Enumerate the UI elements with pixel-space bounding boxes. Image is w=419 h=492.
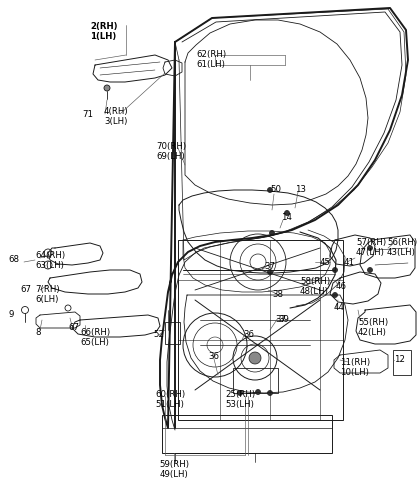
Text: 64(RH)
63(LH): 64(RH) 63(LH) bbox=[35, 251, 65, 270]
Text: 45: 45 bbox=[320, 258, 331, 267]
Text: 52: 52 bbox=[153, 330, 164, 339]
Bar bbox=[165, 322, 180, 344]
Circle shape bbox=[367, 246, 372, 250]
Text: 67: 67 bbox=[68, 323, 79, 332]
Bar bbox=[178, 240, 343, 420]
Text: 2(RH)
1(LH): 2(RH) 1(LH) bbox=[90, 22, 117, 41]
Text: 71: 71 bbox=[82, 110, 93, 119]
Text: 36: 36 bbox=[243, 330, 254, 339]
Circle shape bbox=[269, 230, 274, 236]
Text: 14: 14 bbox=[281, 213, 292, 222]
Text: 57(RH)
47(LH): 57(RH) 47(LH) bbox=[356, 238, 386, 257]
Bar bbox=[233, 368, 278, 393]
Text: 62(RH)
61(LH): 62(RH) 61(LH) bbox=[196, 50, 226, 69]
Text: 8: 8 bbox=[35, 328, 41, 337]
Text: 37: 37 bbox=[264, 262, 275, 271]
Circle shape bbox=[367, 268, 372, 273]
Circle shape bbox=[285, 211, 290, 215]
Text: 9: 9 bbox=[8, 310, 13, 319]
Circle shape bbox=[333, 268, 337, 273]
Circle shape bbox=[249, 352, 261, 364]
Text: 11(RH)
10(LH): 11(RH) 10(LH) bbox=[340, 358, 370, 377]
Text: 58(RH)
48(LH): 58(RH) 48(LH) bbox=[300, 277, 330, 296]
Text: 67: 67 bbox=[20, 285, 31, 294]
Text: 37: 37 bbox=[275, 315, 286, 324]
Text: 36: 36 bbox=[208, 352, 219, 361]
Text: 55(RH)
42(LH): 55(RH) 42(LH) bbox=[358, 318, 388, 337]
Text: 68: 68 bbox=[8, 255, 19, 264]
Text: 44: 44 bbox=[334, 303, 345, 312]
Text: 70(RH)
69(LH): 70(RH) 69(LH) bbox=[156, 142, 186, 161]
Bar bbox=[393, 350, 411, 375]
Text: 4(RH)
3(LH): 4(RH) 3(LH) bbox=[104, 107, 129, 126]
Text: 46: 46 bbox=[336, 282, 347, 291]
Text: 66(RH)
65(LH): 66(RH) 65(LH) bbox=[80, 328, 110, 347]
Text: 60(RH)
51(LH): 60(RH) 51(LH) bbox=[155, 390, 185, 409]
Circle shape bbox=[256, 390, 261, 395]
Circle shape bbox=[267, 270, 272, 275]
Circle shape bbox=[238, 391, 243, 396]
Text: 41: 41 bbox=[344, 258, 355, 267]
Text: 39: 39 bbox=[278, 315, 289, 324]
Circle shape bbox=[104, 85, 110, 91]
Bar bbox=[162, 415, 332, 453]
Text: 25(RH)
53(LH): 25(RH) 53(LH) bbox=[225, 390, 255, 409]
Text: 12: 12 bbox=[394, 355, 405, 364]
Text: 7(RH)
6(LH): 7(RH) 6(LH) bbox=[35, 285, 59, 304]
Text: 56(RH)
43(LH): 56(RH) 43(LH) bbox=[387, 238, 417, 257]
Circle shape bbox=[267, 187, 272, 192]
Text: 38: 38 bbox=[272, 290, 283, 299]
Text: 59(RH)
49(LH): 59(RH) 49(LH) bbox=[159, 460, 189, 479]
Text: 13: 13 bbox=[295, 185, 306, 194]
Text: 50: 50 bbox=[270, 185, 281, 194]
Circle shape bbox=[333, 293, 337, 298]
Circle shape bbox=[267, 391, 272, 396]
